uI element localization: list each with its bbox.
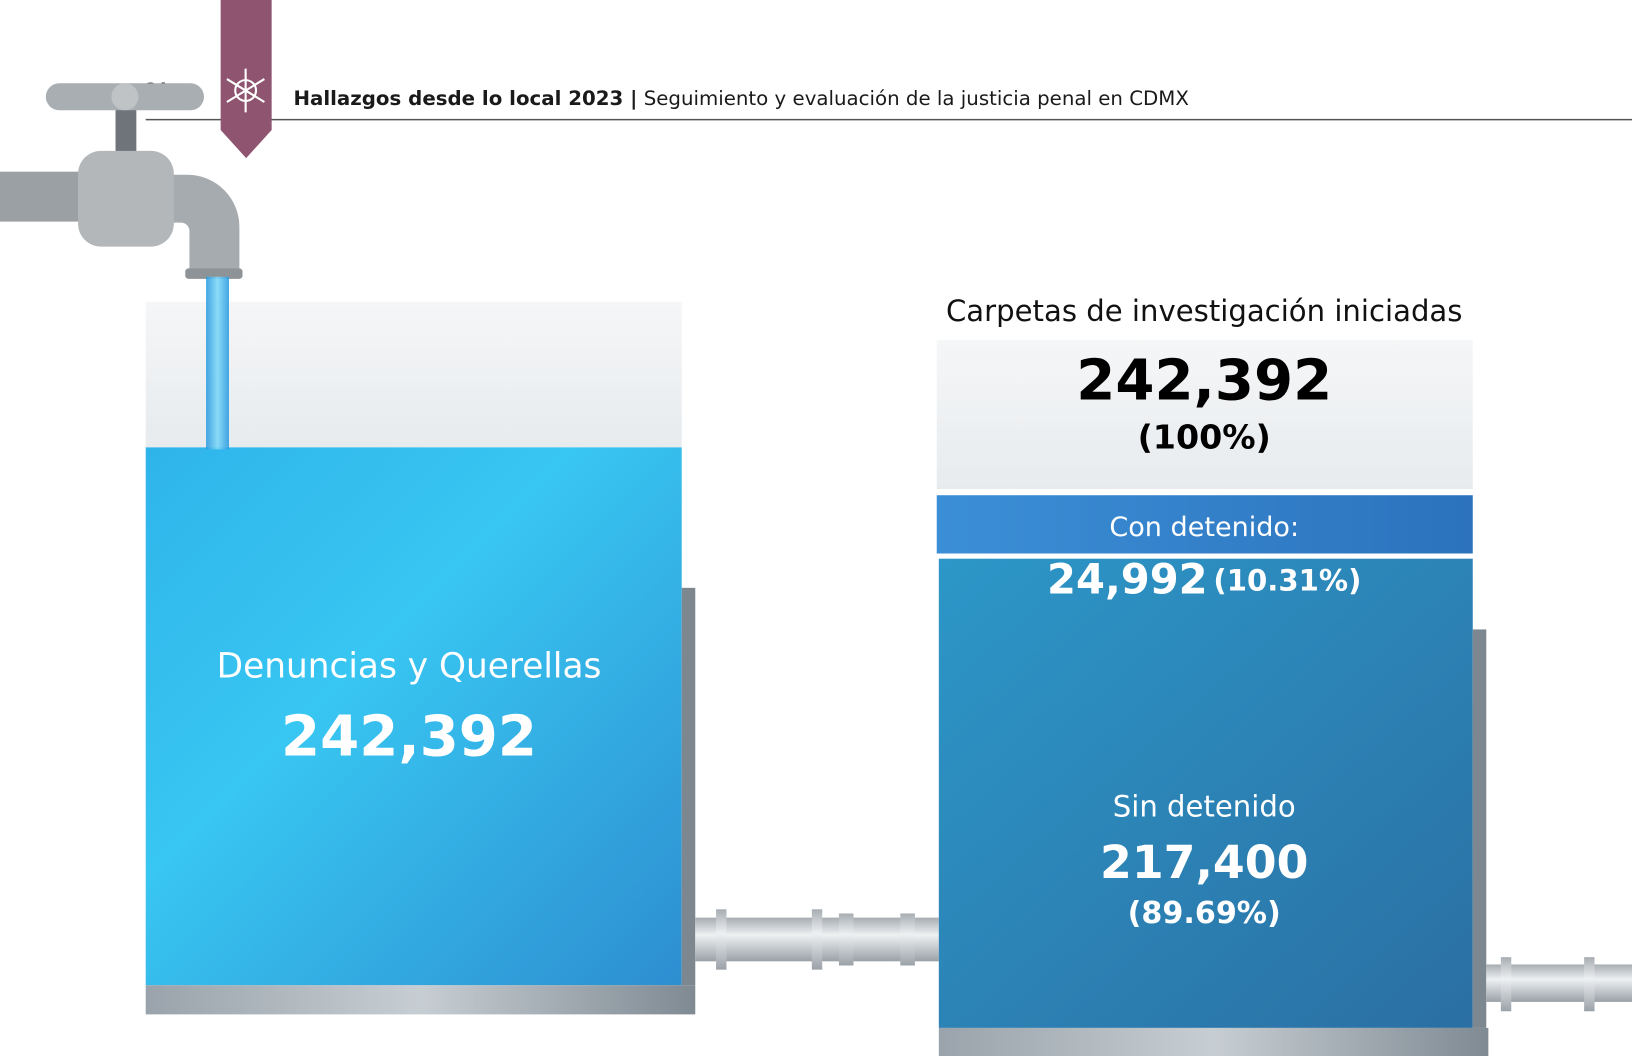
with-detainee-label: Con detenido: bbox=[1109, 512, 1299, 543]
ribbon-icon bbox=[226, 68, 265, 113]
faucet bbox=[0, 83, 243, 279]
with-detainee-percent: (10.31%) bbox=[1213, 564, 1361, 598]
pipe-joint bbox=[838, 913, 854, 966]
tank-top bbox=[145, 301, 682, 448]
without-detainee-label: Sin detenido bbox=[1113, 789, 1296, 823]
pipe-joint bbox=[716, 909, 727, 970]
right-total: 242,392 bbox=[1076, 349, 1332, 414]
header-title: Hallazgos desde lo local 2023 | bbox=[294, 86, 638, 109]
tank-wall bbox=[1472, 629, 1487, 1028]
right-total-percent: (100%) bbox=[1138, 418, 1271, 457]
tank-base bbox=[938, 1027, 1489, 1056]
pipe-joint bbox=[1500, 957, 1512, 1012]
pipe-joint bbox=[900, 913, 915, 966]
left-value: 242,392 bbox=[281, 704, 537, 769]
header-text: Hallazgos desde lo local 2023 | Seguimie… bbox=[294, 86, 1189, 109]
left-label: Denuncias y Querellas bbox=[217, 646, 602, 686]
tank-wall bbox=[681, 587, 696, 986]
header-subtitle: Seguimiento y evaluación de la justicia … bbox=[644, 86, 1189, 109]
tank-base bbox=[145, 985, 696, 1015]
without-detainee-value: 217,400 bbox=[1100, 836, 1308, 889]
detainee-band bbox=[936, 495, 1473, 554]
without-detainee-percent: (89.69%) bbox=[1128, 896, 1281, 931]
water-stream bbox=[206, 276, 229, 450]
with-detainee-value: 24,992 bbox=[1047, 555, 1208, 604]
tank-water bbox=[938, 558, 1473, 1028]
right-title: Carpetas de investigación iniciadas bbox=[946, 294, 1463, 328]
pipe-joint bbox=[811, 909, 823, 970]
tank-top bbox=[936, 340, 1473, 489]
tank-water bbox=[145, 447, 682, 986]
pipe-joint bbox=[1584, 957, 1595, 1012]
with-detainee-text: 24,992 (10.31%) bbox=[1047, 555, 1361, 604]
